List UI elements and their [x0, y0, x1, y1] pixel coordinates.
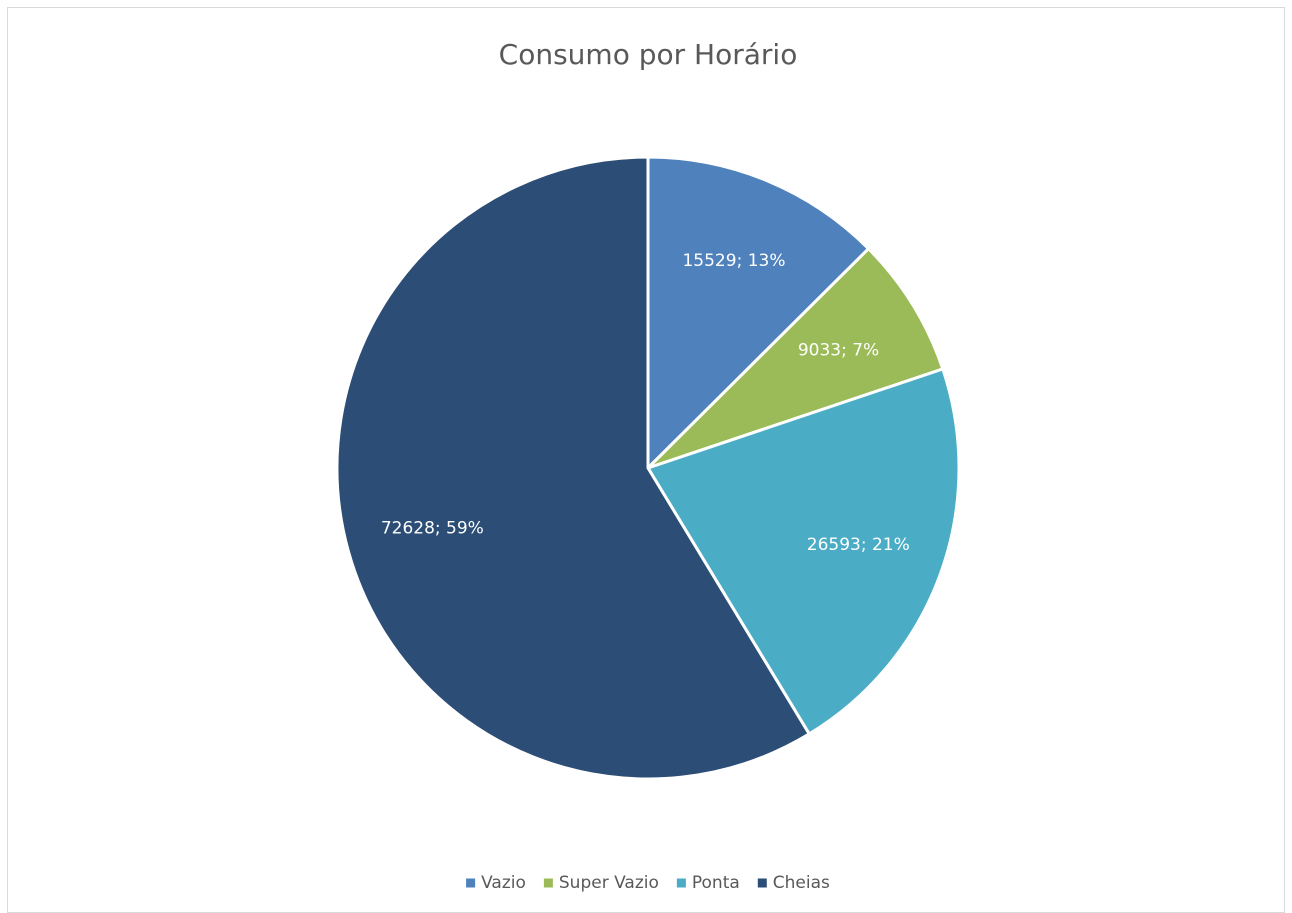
legend-swatch [757, 878, 767, 888]
chart-title: Consumo por Horário [499, 38, 798, 71]
pie-slice [646, 246, 945, 470]
legend-swatch [676, 878, 686, 888]
data-label: 9033; 7% [798, 340, 879, 360]
legend-label: Ponta [692, 873, 740, 893]
legend-swatch [543, 878, 553, 888]
legend-swatch [466, 878, 476, 888]
data-label: 15529; 13% [682, 251, 785, 271]
data-label: 26593; 21% [807, 535, 910, 555]
legend-label: Super Vazio [559, 873, 659, 893]
legend-label: Vazio [481, 873, 526, 893]
legend-label: Cheias [773, 873, 830, 893]
pie-slice [645, 367, 961, 737]
data-label: 72628; 59% [381, 518, 484, 538]
pie-slice [646, 155, 871, 472]
pie-slice [335, 155, 812, 781]
